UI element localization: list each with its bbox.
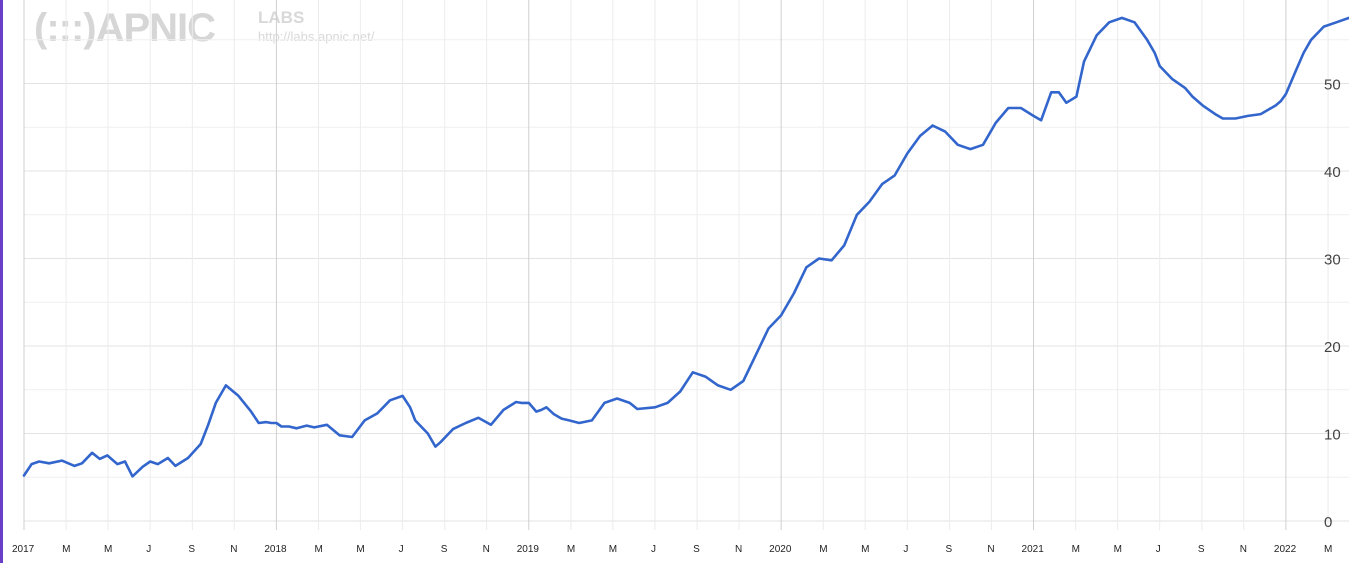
- x-tick-label: J: [146, 544, 151, 555]
- x-tick-label: 2020: [769, 544, 792, 555]
- x-tick-label: S: [945, 544, 952, 555]
- x-tick-label: M: [861, 544, 869, 555]
- x-tick-label: M: [315, 544, 323, 555]
- x-tick-label: 2018: [264, 544, 287, 555]
- x-tick-label: M: [609, 544, 617, 555]
- left-accent-border: [0, 0, 3, 563]
- x-tick-label: 2022: [1274, 544, 1297, 555]
- y-tick-label: 30: [1324, 252, 1341, 269]
- apnic-logo-text: (:::)APNIC: [34, 6, 216, 50]
- x-tick-label: S: [693, 544, 700, 555]
- y-tick-label: 50: [1324, 77, 1341, 94]
- x-tick-label: S: [188, 544, 195, 555]
- axis-labels: 2017 M M J S N 2018 M M J S N 2019 M M J S N 2020 M M J S N 2021…: [12, 77, 1341, 556]
- x-tick-label: J: [399, 544, 404, 555]
- x-tick-label: 2021: [1022, 544, 1045, 555]
- x-tick-label: N: [483, 544, 490, 555]
- series-line: [22, 16, 1349, 478]
- x-tick-label: N: [987, 544, 994, 555]
- x-tick-label: N: [735, 544, 742, 555]
- x-tick-label: 2017: [12, 544, 35, 555]
- x-tick-label: J: [1156, 544, 1161, 555]
- x-tick-label: J: [903, 544, 908, 555]
- y-tick-label: 0: [1324, 514, 1332, 531]
- x-tick-label: S: [441, 544, 448, 555]
- x-tick-label: M: [62, 544, 70, 555]
- x-tick-label: M: [1072, 544, 1080, 555]
- x-tick-label: S: [1198, 544, 1205, 555]
- x-tick-label: N: [230, 544, 237, 555]
- y-tick-label: 40: [1324, 164, 1341, 181]
- series-layer: [22, 16, 1349, 478]
- y-tick-label: 10: [1324, 427, 1341, 444]
- x-tick-label: M: [1114, 544, 1122, 555]
- x-tick-label: M: [567, 544, 575, 555]
- y-tick-label: 20: [1324, 339, 1341, 356]
- x-tick-label: J: [651, 544, 656, 555]
- x-tick-label: M: [104, 544, 112, 555]
- labs-label: LABS: [258, 8, 305, 27]
- x-tick-label: M: [356, 544, 364, 555]
- grid-layer: [23, 0, 1349, 530]
- x-tick-label: M: [819, 544, 827, 555]
- x-tick-label: N: [1240, 544, 1247, 555]
- x-tick-label: M: [1324, 544, 1332, 555]
- x-tick-label: 2019: [517, 544, 540, 555]
